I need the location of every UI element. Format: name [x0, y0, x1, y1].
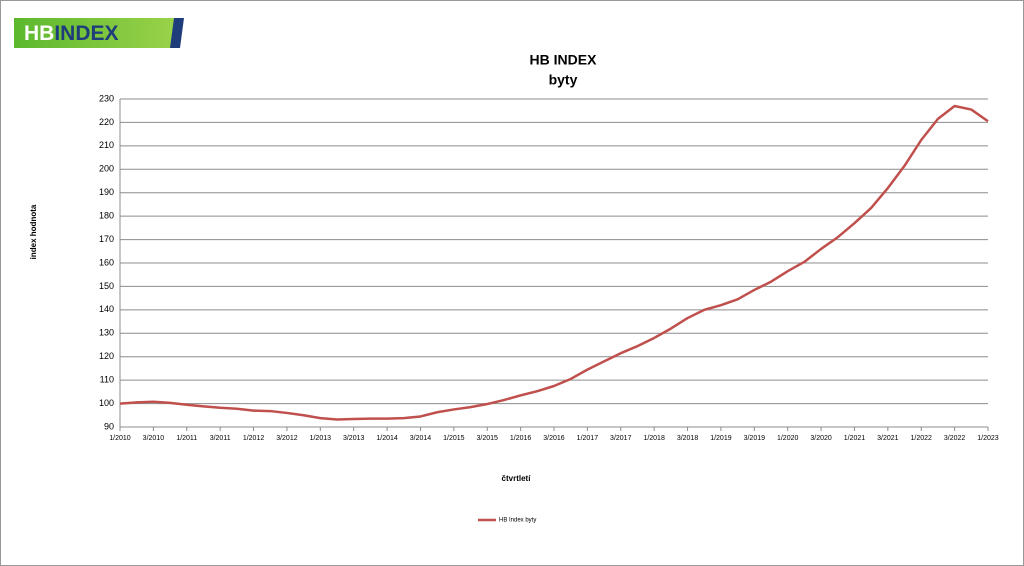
chart-subtitle: byty — [549, 72, 578, 88]
logo: HBINDEX — [14, 18, 184, 48]
x-tick-label: 1/2014 — [376, 435, 398, 442]
x-tick-label: 3/2017 — [610, 435, 632, 442]
x-tick-label: 1/2017 — [577, 435, 599, 442]
x-tick-label: 1/2023 — [977, 435, 999, 442]
x-tick-label: 3/2018 — [677, 435, 699, 442]
y-tick-label: 140 — [99, 304, 114, 314]
x-tick-label: 3/2016 — [543, 435, 565, 442]
logo-text: HBINDEX — [24, 22, 119, 45]
x-tick-label: 3/2014 — [410, 435, 432, 442]
x-tick-label: 3/2015 — [477, 435, 499, 442]
x-tick-label: 1/2022 — [911, 435, 933, 442]
logo-index: INDEX — [54, 22, 118, 45]
legend-label: HB Index byty — [499, 518, 536, 524]
x-tick-label: 1/2012 — [243, 435, 265, 442]
y-tick-label: 100 — [99, 398, 114, 408]
y-tick-label: 130 — [99, 328, 114, 338]
y-tick-label: 200 — [99, 164, 114, 174]
y-tick-label: 180 — [99, 211, 114, 221]
logo-hb: HB — [24, 22, 54, 45]
y-tick-label: 90 — [104, 421, 114, 431]
y-tick-label: 110 — [100, 375, 114, 385]
y-tick-label: 190 — [99, 187, 114, 197]
logo-edge — [170, 18, 184, 48]
y-tick-label: 220 — [99, 117, 114, 127]
x-tick-label: 3/2022 — [944, 435, 966, 442]
y-tick-label: 170 — [99, 234, 114, 244]
y-tick-label: 150 — [99, 281, 114, 291]
x-tick-label: 3/2011 — [210, 435, 231, 442]
x-tick-label: 3/2019 — [744, 435, 766, 442]
chart-title: HB INDEX — [530, 52, 598, 68]
y-axis-label: index hodnota — [29, 204, 38, 259]
x-tick-label: 1/2020 — [777, 435, 799, 442]
x-tick-label: 3/2012 — [276, 435, 298, 442]
x-tick-label: 1/2013 — [310, 435, 332, 442]
x-axis-label: čtvrtletí — [502, 474, 532, 483]
x-tick-label: 1/2018 — [643, 435, 665, 442]
x-tick-label: 1/2015 — [443, 435, 465, 442]
logo-background — [14, 18, 180, 48]
data-line — [119, 104, 989, 421]
x-tick-label: 3/2021 — [877, 435, 899, 442]
x-tick-label: 1/2019 — [710, 435, 732, 442]
y-tick-label: 120 — [99, 351, 114, 361]
x-tick-label: 1/2021 — [844, 435, 866, 442]
y-tick-label: 230 — [99, 93, 114, 103]
y-tick-label: 210 — [99, 140, 114, 150]
x-tick-label: 1/2010 — [109, 435, 131, 442]
x-tick-label: 1/2011 — [176, 435, 197, 442]
x-tick-label: 1/2016 — [510, 435, 532, 442]
y-tick-label: 160 — [99, 257, 114, 267]
x-tick-label: 3/2020 — [810, 435, 832, 442]
x-tick-label: 3/2013 — [343, 435, 365, 442]
x-tick-label: 3/2010 — [143, 435, 165, 442]
